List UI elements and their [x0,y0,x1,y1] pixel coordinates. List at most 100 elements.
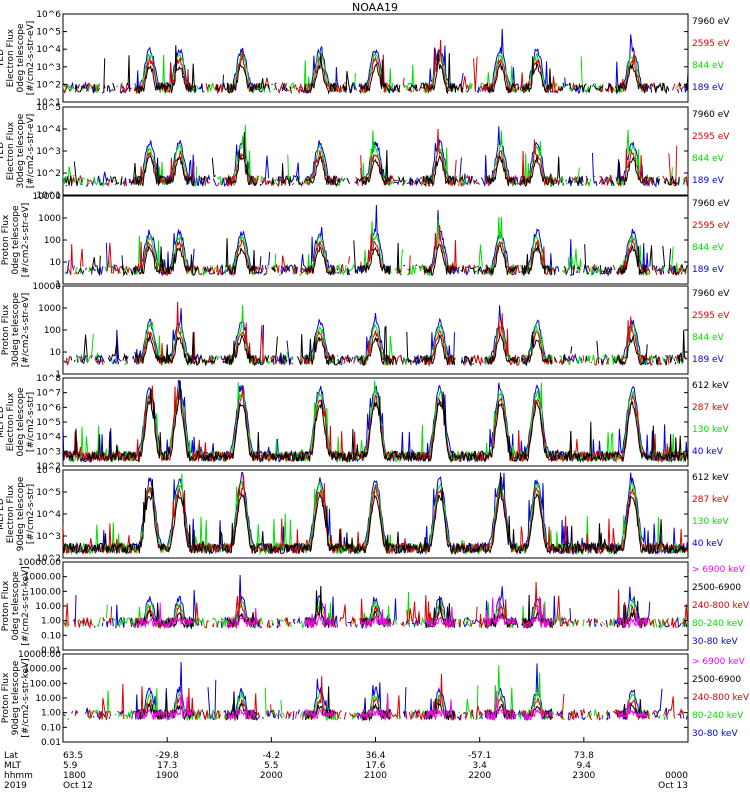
x-tick-label-hhmm: 2000 [260,771,283,781]
chart-title: NOAA19 [352,1,398,14]
x-tick-label-date: Oct 12 [63,781,93,791]
y-tick-label: 1000 [38,304,61,314]
y-tick-label: 10^5 [36,103,61,113]
x-tick-label-hhmm: 2300 [572,771,595,781]
legend-entry: 130 keV [692,425,729,435]
legend-entry: 189 eV [692,355,725,365]
series-7960-ev [74,45,688,95]
x-axis-row-label: Lat [4,751,19,761]
legend-entry: 80-240 keV [692,711,744,721]
x-axis-row-label: 2019 [4,781,27,791]
y-axis-label: Proton Flux0deg telescope[#/cm2-s-str-ke… [1,566,31,645]
y-tick-label: 0.01 [41,646,61,656]
series-189-ev [66,205,687,275]
y-axis-label-line: [#/cm2-s-str] [26,484,36,544]
y-tick-label: 1000.00 [24,573,61,583]
y-tick-label: 10^3 [36,532,61,542]
y-tick-label: 10^5 [36,28,61,38]
legend-entry: 844 eV [692,154,725,164]
legend-entry: 7960 eV [692,17,730,27]
y-tick-label: 10^4 [36,510,61,520]
y-tick-label: 0.01 [41,738,61,748]
y-axis-label-line: [#/cm2-s-str-eV] [26,114,36,189]
panel-5: 10^210^310^410^510^610^710^8MEPEDElectro… [0,374,729,472]
y-tick-label: 10^4 [36,45,61,55]
y-axis-label-line: [#/cm2-s-str-keV] [21,658,31,737]
legend-entry: 2595 eV [692,132,730,142]
y-tick-label: 10^6 [36,466,61,476]
y-tick-label: 100.00 [30,679,62,689]
x-tick-label-lat: 63.5 [63,751,83,761]
x-tick-label-lat: -57.1 [468,751,491,761]
legend-entry: 844 eV [692,61,725,71]
y-tick-label: 1000.00 [24,665,61,675]
y-axis-label-line: Electron Flux [6,392,16,451]
x-tick-label-hhmm: 1800 [63,771,86,781]
legend-entry: 844 eV [692,243,725,253]
legend-entry: 240-800 keV [692,693,750,703]
x-tick-label-lat: -4.2 [263,751,281,761]
x-tick-label-hhmm: 2200 [468,771,491,781]
series-7960-ev [70,325,688,367]
series-2500-6900 [134,686,648,722]
y-axis-label-line: 30deg telescope [16,113,26,188]
series--6900-kev [134,690,648,722]
panel-1-frame [62,13,689,103]
y-axis-label-line: 90deg telescope [11,660,21,735]
series-287-kev [63,475,688,556]
legend-entry: 2595 eV [692,221,730,231]
y-tick-label: 1.00 [41,617,61,627]
y-tick-label: 10000.00 [18,650,61,660]
x-tick-label-hhmm: 0000 [665,771,688,781]
legend-entry: 2500-6900 [692,583,741,593]
legend-entry: 189 eV [692,83,725,93]
y-tick-label: 10000.00 [18,558,61,568]
legend-entry: 7960 eV [692,110,730,120]
legend-entry: 80-240 keV [692,619,744,629]
y-tick-label: 10^2 [36,80,61,90]
series-7960-ev [65,132,688,186]
legend-entry: 7960 eV [692,199,730,209]
y-tick-label: 10 [50,348,62,358]
y-axis-label-line: [#/cm2-s-str-eV] [21,293,31,368]
x-axis-row-label: MLT [4,761,22,771]
legend-entry: 2595 eV [692,39,730,49]
y-tick-label: 10^1 [36,191,61,201]
legend-entry: 30-80 keV [692,637,738,647]
x-tick-label-mlt: 9.4 [577,761,592,771]
y-axis-label-line: Electron Flux [6,28,16,87]
y-axis-label-line: Electron Flux [6,484,16,543]
series-612-kev [63,380,688,463]
legend-entry: 2595 eV [692,311,730,321]
legend-entry: 40 keV [692,539,724,549]
y-axis-label-line: Proton Flux [1,304,11,355]
y-axis-label-line: 90deg telescope [16,476,26,551]
x-tick-label-mlt: 17.6 [365,761,385,771]
legend-entry: 287 keV [692,495,729,505]
x-axis-row-label: hhmm [4,771,33,781]
y-axis-label: Proton Flux90deg telescope[#/cm2-s-str-k… [1,658,31,737]
y-tick-label: 10^2 [36,554,61,564]
legend-entry: 30-80 keV [692,729,738,739]
legend-entry: 612 keV [692,473,729,483]
x-tick-label-mlt: 5.5 [264,761,278,771]
y-tick-label: 1 [55,370,61,380]
x-tick-label-mlt: 3.4 [473,761,488,771]
y-axis-label: Proton Flux30deg telescope[#/cm2-s-str-e… [1,292,31,367]
y-tick-label: 1000 [38,214,61,224]
y-tick-label: 10000 [32,282,61,292]
legend-entry: 189 eV [692,265,725,275]
legend-entry: 40 keV [692,447,724,457]
legend-entry: 130 keV [692,517,729,527]
y-axis-label-line: Electron Flux [6,121,16,180]
y-tick-label: 100.00 [30,587,62,597]
y-tick-label: 10^2 [36,462,61,472]
y-tick-label: 10^7 [36,389,61,399]
y-tick-label: 1 [55,280,61,290]
